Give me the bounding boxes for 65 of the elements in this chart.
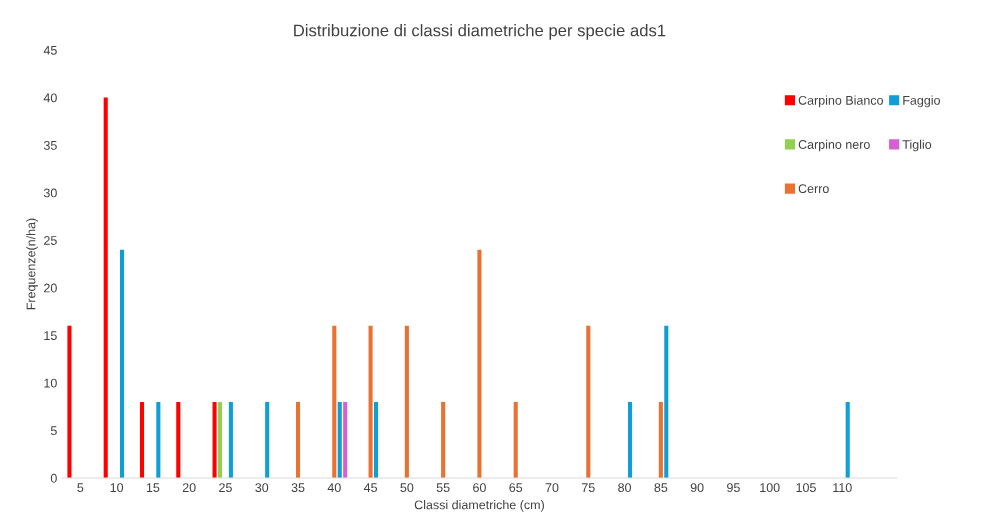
legend-label: Faggio	[903, 95, 940, 108]
legend-label: Cerro	[798, 184, 829, 194]
y-tick-label: 10	[44, 378, 57, 388]
x-tick-label: 50	[400, 483, 414, 493]
chart-title: Distribuzione di classi diametriche per specie ads1	[294, 24, 666, 40]
x-tick-label: 20	[182, 483, 196, 493]
bar	[441, 401, 446, 478]
legend-label: Tiglio	[902, 139, 932, 152]
x-tick-label: 95	[727, 483, 740, 493]
bar	[103, 97, 108, 478]
bar	[404, 325, 409, 478]
bar	[217, 401, 223, 478]
x-tick-label: 30	[255, 483, 269, 493]
x-tick-label: 45	[363, 483, 378, 493]
bar	[337, 401, 342, 478]
x-tick-label: 10	[110, 483, 124, 493]
x-tick-label: 85	[654, 483, 668, 493]
bar	[228, 401, 233, 478]
x-tick-label: 75	[581, 483, 595, 493]
x-tick-label: 105	[796, 483, 816, 493]
y-tick-label: 0	[50, 473, 57, 483]
y-tick-label: 40	[43, 93, 57, 103]
bar	[586, 325, 591, 478]
bar	[265, 401, 270, 478]
x-tick-label: 90	[690, 483, 704, 493]
bar	[368, 325, 373, 478]
legend-label: Carpino Bianco	[798, 95, 884, 108]
x-tick-label: 100	[760, 483, 780, 493]
y-tick-label: 45	[43, 45, 57, 55]
y-tick-label: 15	[44, 331, 57, 340]
bar	[176, 401, 181, 478]
x-tick-label: 5	[77, 483, 84, 493]
x-tick-label: 35	[291, 483, 305, 493]
bar	[332, 325, 337, 478]
x-tick-label: 55	[436, 483, 450, 493]
bar	[513, 401, 518, 478]
bar	[156, 401, 161, 478]
bar	[212, 401, 217, 478]
bar	[67, 325, 72, 478]
x-tick-label: 60	[473, 483, 486, 493]
x-tick-label: 15	[146, 483, 160, 493]
y-tick-label: 5	[50, 426, 57, 436]
y-tick-label: 20	[44, 283, 57, 293]
x-tick-label: 80	[618, 483, 632, 493]
x-tick-label: 110	[833, 483, 852, 493]
x-tick-label: 70	[545, 483, 559, 493]
x-tick-label: 65	[509, 483, 523, 493]
bar	[627, 401, 633, 478]
bar	[477, 249, 482, 478]
bar	[373, 401, 379, 478]
y-tick-label: 25	[44, 236, 57, 245]
bar	[295, 401, 301, 478]
y-axis-title: Frequenze(n/ha)	[26, 218, 38, 310]
bar	[343, 401, 348, 478]
bar	[120, 249, 125, 478]
y-tick-label: 35	[43, 140, 57, 150]
legend-label: Carpino nero	[798, 139, 870, 152]
x-axis-title: Classi diametriche (cm)	[414, 500, 544, 512]
bar	[664, 325, 669, 478]
x-tick-label: 40	[327, 483, 341, 493]
bar	[139, 401, 145, 478]
x-tick-label: 25	[219, 483, 232, 493]
bar	[845, 401, 850, 478]
bar	[658, 401, 663, 478]
y-tick-label: 30	[43, 188, 57, 198]
